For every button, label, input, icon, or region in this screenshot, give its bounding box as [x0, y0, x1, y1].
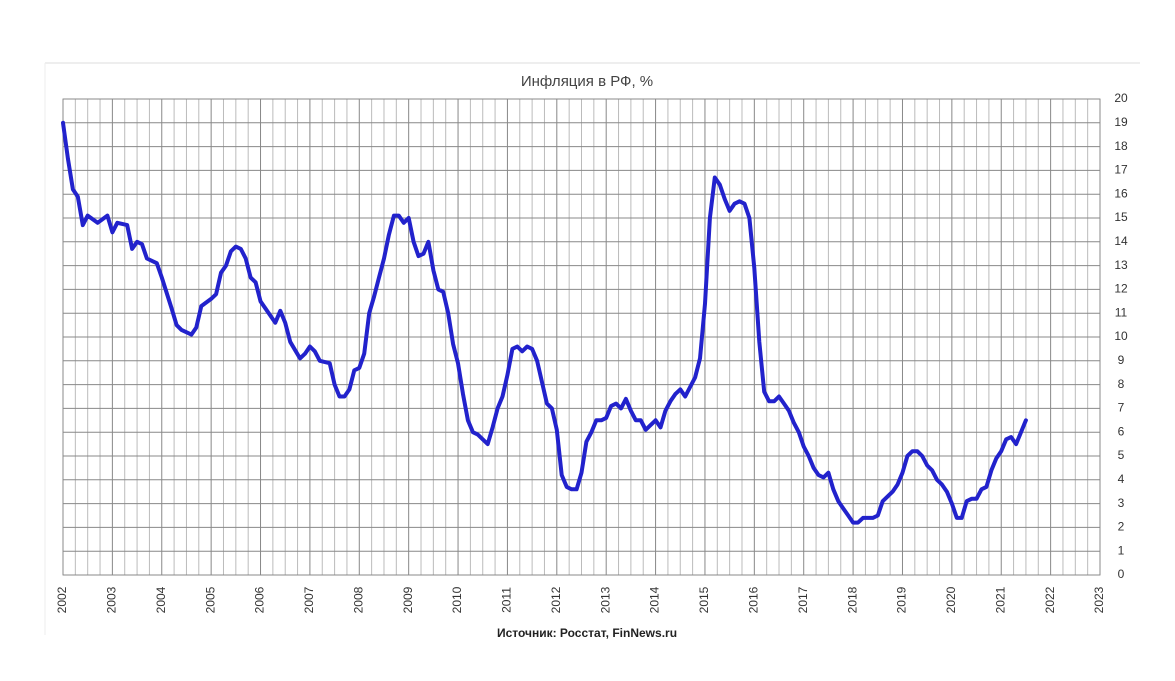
- y-tick-label: 14: [1114, 234, 1128, 248]
- x-tick-label: 2015: [697, 586, 711, 613]
- x-tick-label: 2021: [993, 586, 1007, 613]
- y-tick-label: 19: [1114, 115, 1128, 129]
- y-tick-label: 16: [1114, 186, 1128, 200]
- x-tick-label: 2011: [500, 587, 514, 613]
- y-tick-label: 6: [1118, 424, 1125, 438]
- y-tick-label: 12: [1114, 282, 1128, 296]
- x-tick-label: 2023: [1092, 586, 1106, 613]
- x-tick-label: 2009: [401, 586, 415, 613]
- x-tick-label: 2010: [450, 586, 464, 613]
- y-tick-label: 13: [1114, 258, 1128, 272]
- y-tick-label: 9: [1118, 353, 1125, 367]
- y-tick-label: 7: [1118, 401, 1125, 415]
- y-tick-label: 5: [1118, 448, 1125, 462]
- line: [61, 120, 1028, 525]
- x-tick-label: 2020: [944, 586, 958, 613]
- x-tick-label: 2004: [154, 586, 168, 613]
- x-tick-label: 2006: [253, 586, 267, 613]
- x-tick-label: 2019: [895, 586, 909, 613]
- x-tick-label: 2017: [796, 586, 810, 613]
- x-tick-label: 2002: [55, 586, 69, 613]
- x-tick-label: 2014: [648, 586, 662, 613]
- y-tick-label: 2: [1118, 520, 1125, 534]
- x-tick-label: 2003: [105, 586, 119, 613]
- x-tick-label: 2016: [747, 586, 761, 613]
- y-tick-label: 11: [1115, 305, 1128, 319]
- x-tick-label: 2022: [1043, 586, 1057, 613]
- y-tick-label: 1: [1118, 543, 1125, 557]
- x-tick-label: 2013: [598, 586, 612, 613]
- x-tick-label: 2007: [302, 586, 316, 613]
- y-tick-label: 20: [1114, 91, 1128, 105]
- y-tick-label: 15: [1114, 210, 1128, 224]
- y-tick-label: 0: [1118, 567, 1125, 581]
- y-tick-label: 4: [1118, 472, 1125, 486]
- x-tick-label: 2008: [351, 586, 365, 613]
- y-tick-label: 10: [1114, 329, 1128, 343]
- x-tick-label: 2012: [549, 586, 563, 613]
- source: Источник: Росстат, FinNews.ru: [497, 626, 677, 640]
- x-tick-label: 2005: [203, 586, 217, 613]
- chart-title: Инфляция в РФ, %: [521, 73, 653, 90]
- y-tick-label: 17: [1114, 163, 1128, 177]
- x-tick-label: 2018: [845, 586, 859, 613]
- y-tick-label: 3: [1118, 496, 1125, 510]
- y-tick-label: 8: [1118, 377, 1125, 391]
- y-tick-label: 18: [1114, 139, 1128, 153]
